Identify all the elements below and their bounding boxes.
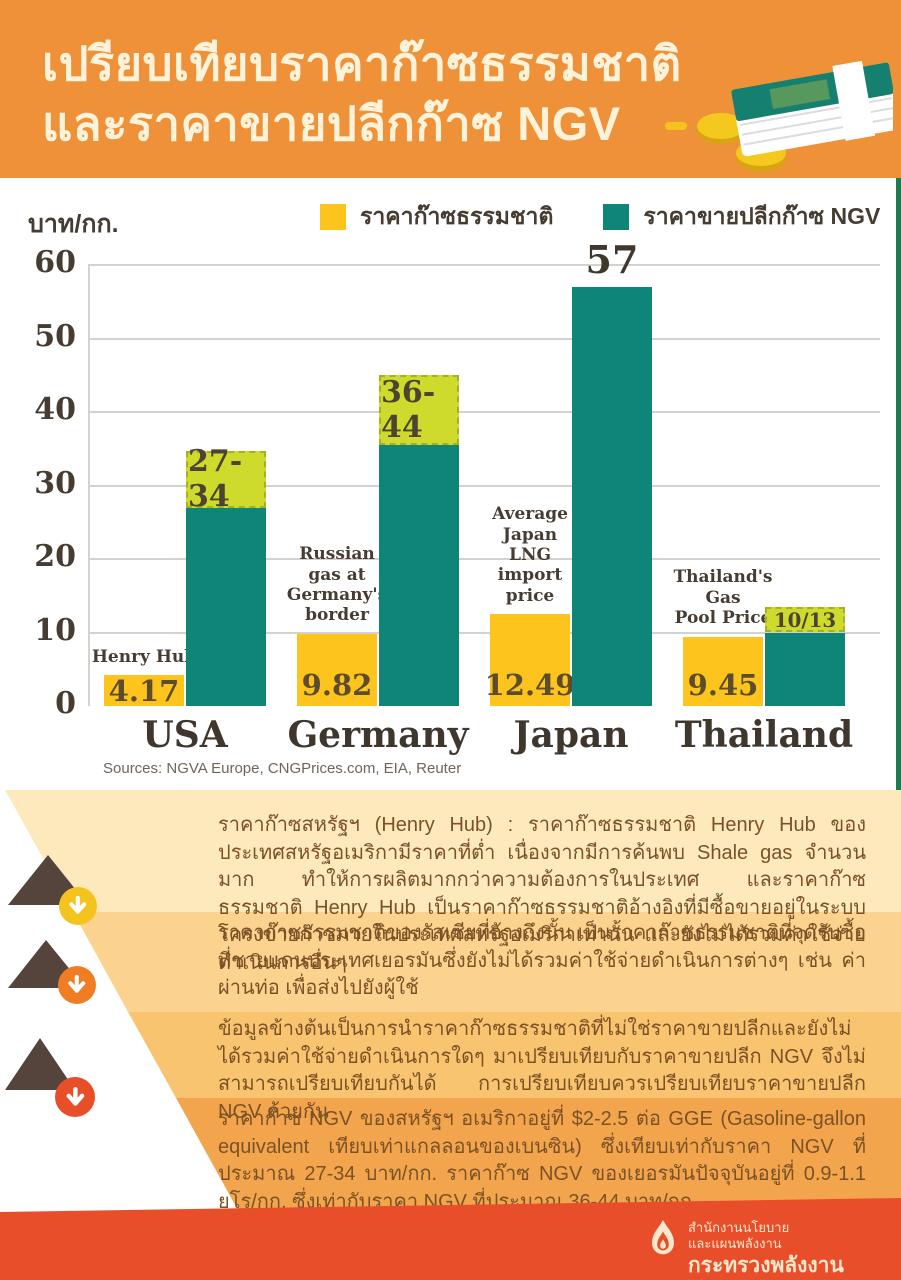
note-paragraph-3: ข้อมูลข้างต้นเป็นการนำราคาก๊าซธรรมชาติที… [218, 1018, 866, 1123]
y-axis-line [88, 265, 90, 706]
note-band-4 [176, 1098, 901, 1212]
banknotes-coins-icon [665, 60, 893, 172]
ngv-range-label: 27-34 [188, 444, 243, 515]
country-label-Germany: Germany [287, 714, 469, 756]
gridline-50 [88, 337, 880, 340]
gas-value-label: 12.49 [484, 667, 576, 702]
org-name-line-1: สำนักงานนโยบาย [688, 1220, 790, 1235]
country-label-Japan: Japan [513, 714, 629, 756]
sources-note: Sources: NGVA Europe, CNGPrices.com, EIA… [103, 760, 462, 777]
legend-label-gas: ราคาก๊าซธรรมชาติ [360, 203, 554, 229]
title-line-1: เปรียบเทียบราคาก๊าซธรรมชาติ [42, 37, 682, 90]
org-name-line-3: กระทรวงพลังงาน [688, 1253, 844, 1277]
gas-value-label: 4.17 [108, 673, 180, 708]
gas-bar-Thailand: 9.45 [683, 636, 763, 706]
gas-bar-Germany: 9.82 [297, 633, 377, 706]
legend-label-ngv: ราคาขายปลีกก๊าซ NGV [643, 203, 881, 229]
gas-bar-Japan: 12.49 [485, 614, 575, 706]
y-tick-label-30: 30 [34, 465, 76, 501]
country-label-Thailand: Thailand [674, 714, 854, 756]
note-paragraph-1: ราคาก๊าซสหรัฐฯ (Henry Hub) : ราคาก๊าซธรร… [218, 814, 866, 974]
chart-legend: ราคาก๊าซธรรมชาติ ราคาขายปลีกก๊าซ NGV [320, 202, 901, 232]
y-axis-unit-label: บาท/กก. [28, 210, 119, 238]
note-paragraph-2: ราคาก๊าซธรรมชาติของรัสเซียที่อ้างถึงนั้น… [218, 922, 866, 1000]
gas-value-label: 9.82 [301, 667, 373, 702]
down-arrow-icon [58, 966, 96, 1004]
ngv-bar-Japan [572, 287, 652, 706]
legend-swatch-gas [320, 204, 346, 230]
y-tick-label-50: 50 [34, 318, 76, 354]
header-banner: เปรียบเทียบราคาก๊าซธรรมชาติ และราคาขายปล… [0, 0, 901, 178]
ngv-bar-USA [186, 507, 266, 706]
gas-annotation-Japan: Average Japan LNG import price [492, 504, 568, 606]
org-name-line-2: และแผนพลังงาน [688, 1236, 782, 1252]
note-paragraph-4: ราคาก๊าซ NGV ของสหรัฐฯ อเมริกาอยู่ที่ $2… [218, 1108, 866, 1213]
notes-section: ราคาก๊าซสหรัฐฯ (Henry Hub) : ราคาก๊าซธรร… [0, 790, 901, 1280]
note-band-3 [128, 1012, 901, 1098]
ngv-value-label-Japan: 57 [585, 237, 639, 283]
ngv-range-segment-Germany: 36-44 [379, 375, 459, 445]
ngv-bar-Thailand [765, 632, 845, 706]
legend-swatch-ngv [603, 204, 630, 230]
gas-value-label: 9.45 [687, 667, 759, 702]
ngv-range-segment-Thailand: 10/13 [765, 606, 845, 633]
org-signature: สำนักงานนโยบาย และแผนพลังงาน กระทรวงพลัง… [650, 1220, 844, 1278]
ngv-bar-Germany [379, 445, 459, 706]
gridline-60 [88, 264, 880, 266]
gridline-10 [88, 631, 880, 634]
down-arrow-icon [59, 887, 97, 925]
banknote-stack-icon [731, 60, 893, 157]
page-title: เปรียบเทียบราคาก๊าซธรรมชาติ และราคาขายปล… [42, 34, 702, 154]
right-edge-strip [896, 178, 901, 790]
ngv-range-label: 36-44 [381, 375, 436, 446]
gridline-40 [88, 411, 880, 413]
gridline-20 [88, 558, 880, 560]
y-tick-label-60: 60 [34, 245, 76, 280]
down-arrow-icon [55, 1077, 95, 1117]
title-line-2: และราคาขายปลีกก๊าซ NGV [42, 97, 621, 151]
y-tick-label-40: 40 [34, 392, 76, 427]
note-band-2 [73, 912, 901, 1012]
gridline-30 [88, 484, 880, 487]
coin-icon [697, 113, 745, 144]
country-label-USA: USA [142, 714, 228, 756]
bar-chart-plot: 0 10 20 30 40 50 60 4.17 Henry Hub 27-34 USA 9.82 Ru… [0, 178, 901, 790]
footer-banner: สำนักงานนโยบาย และแผนพลังงาน กระทรวงพลัง… [0, 1198, 901, 1280]
ngv-range-label: 10/13 [773, 607, 837, 632]
note-band-1 [5, 790, 901, 912]
y-tick-label-0: 0 [55, 686, 76, 721]
gas-annotation-Thailand: Thailand's Gas Pool Price [673, 567, 773, 629]
flame-logo-icon [652, 1220, 674, 1255]
ngv-range-segment-USA: 27-34 [186, 444, 266, 514]
y-tick-label-10: 10 [34, 612, 76, 648]
gas-bar-USA: 4.17 [104, 673, 184, 708]
gas-annotation-Germany: Russian gas at Germany's border [286, 544, 388, 626]
chart-section: บาท/กก. ราคาก๊าซธรรมชาติ ราคาขายปลีกก๊าซ… [0, 178, 901, 790]
y-tick-label-20: 20 [34, 539, 76, 574]
